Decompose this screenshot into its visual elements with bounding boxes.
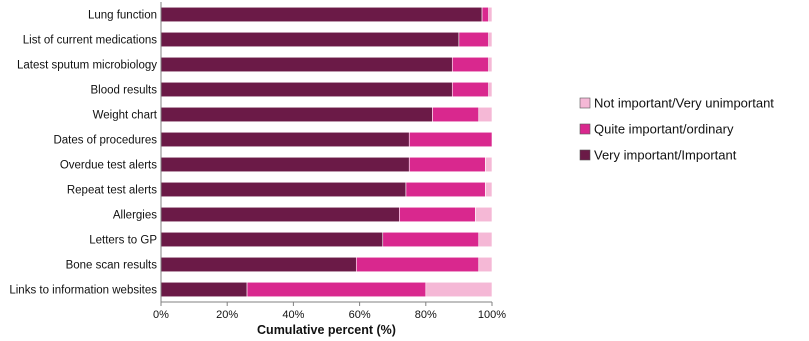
bar-segment-2-row-4 (451, 81, 489, 98)
bar-segment-3-row-5 (478, 106, 493, 123)
x-tick-label: 60% (349, 309, 371, 321)
legend-swatch (579, 97, 591, 109)
category-label: Allergies (113, 210, 157, 222)
x-tick-label: 80% (415, 309, 437, 321)
x-tick-label: 20% (216, 309, 238, 321)
legend-swatch (579, 123, 591, 135)
bar-segment-2-row-9 (399, 206, 476, 223)
x-axis-title: Cumulative percent (%) (257, 323, 396, 337)
bar-segment-3-row-12 (425, 281, 493, 298)
legend-label: Quite important/ordinary (594, 122, 734, 137)
category-label: Lung function (88, 10, 157, 22)
bar-segment-3-row-7 (485, 156, 493, 173)
bar-segment-1-row-8 (160, 181, 407, 198)
category-label: List of current medications (23, 35, 157, 47)
category-label: Weight chart (93, 110, 158, 122)
category-label: Links to information websites (9, 285, 157, 297)
bar-segment-1-row-4 (160, 81, 453, 98)
category-label: Overdue test alerts (60, 160, 157, 172)
x-axis: 0% 20% 40% 60% 80% 100% (153, 2, 506, 321)
legend: Not important/Very unimportant Quite impo… (579, 96, 774, 163)
bar-segment-3-row-8 (485, 181, 493, 198)
bar-segment-1-row-6 (160, 131, 410, 148)
bar-segment-1-row-12 (160, 281, 248, 298)
bar-segment-1-row-7 (160, 156, 410, 173)
bar-segment-2-row-10 (382, 231, 480, 248)
bar-segment-2-row-5 (432, 106, 480, 123)
bar-segment-2-row-6 (408, 131, 493, 148)
bar-segment-1-row-11 (160, 256, 357, 273)
category-label: Blood results (91, 85, 158, 97)
category-labels: Lung function List of current medications… (9, 10, 157, 297)
bar-segment-3-row-11 (478, 256, 493, 273)
bar-segment-1-row-3 (160, 56, 453, 73)
bar-segment-3-row-10 (478, 231, 493, 248)
bar-segment-3-row-4 (488, 81, 493, 98)
bar-segment-1-row-5 (160, 106, 433, 123)
bar-segment-3-row-2 (488, 31, 493, 48)
bar-segment-2-row-8 (405, 181, 486, 198)
legend-label: Not important/Very unimportant (594, 96, 774, 111)
bar-segment-3-row-1 (488, 6, 493, 23)
bar-segment-1-row-1 (160, 6, 483, 23)
legend-swatch (579, 149, 591, 161)
bar-segment-2-row-3 (451, 56, 489, 73)
bar-segment-1-row-10 (160, 231, 384, 248)
bar-segment-2-row-1 (481, 6, 489, 23)
bar-segment-2-row-12 (246, 281, 427, 298)
category-label: Bone scan results (66, 260, 158, 272)
legend-label: Very important/Important (594, 148, 737, 163)
bar-segment-2-row-7 (408, 156, 486, 173)
bar-segment-1-row-9 (160, 206, 400, 223)
bar-segment-1-row-2 (160, 31, 460, 48)
bar-segment-2-row-2 (458, 31, 489, 48)
bar-segment-3-row-3 (488, 56, 493, 73)
bar-segment-3-row-9 (475, 206, 493, 223)
category-label: Latest sputum microbiology (17, 60, 157, 72)
bars-group (160, 6, 493, 298)
x-tick-label: 0% (153, 309, 169, 321)
category-label: Repeat test alerts (67, 185, 157, 197)
x-tick-label: 40% (282, 309, 304, 321)
category-label: Letters to GP (89, 235, 157, 247)
x-tick-label: 100% (478, 309, 506, 321)
bar-segment-2-row-11 (355, 256, 480, 273)
category-label: Dates of procedures (53, 135, 157, 147)
